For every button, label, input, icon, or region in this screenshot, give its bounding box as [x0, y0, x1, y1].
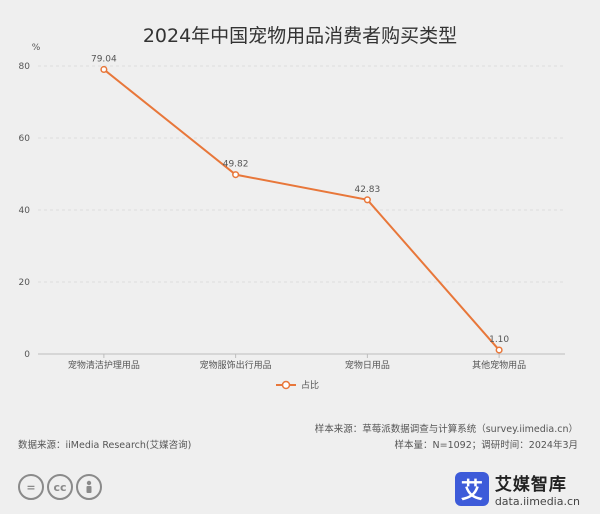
- y-tick-label: 20: [19, 278, 31, 288]
- legend-marker: [281, 380, 291, 390]
- data-label: 1.10: [489, 335, 509, 345]
- license-icons: = cc: [18, 474, 102, 500]
- y-tick-label: 60: [19, 134, 31, 144]
- equals-icon: =: [18, 474, 44, 500]
- brand-logo: 艾 艾媒智库 data.iimedia.cn: [454, 470, 580, 508]
- person-icon: [76, 474, 102, 500]
- y-tick-label: 0: [24, 350, 30, 360]
- brand-mark: 艾: [454, 472, 489, 506]
- data-label: 79.04: [91, 54, 117, 64]
- sample-source: 样本来源：草莓派数据调查与计算系统（survey.iimedia.cn）: [314, 424, 578, 435]
- x-tick-label: 宠物日用品: [345, 359, 390, 371]
- data-point: [232, 171, 240, 179]
- data-source: 数据来源：iiMedia Research(艾媒咨询): [18, 440, 192, 451]
- data-label: 49.82: [223, 160, 249, 170]
- x-tick-label: 宠物服饰出行用品: [200, 359, 272, 371]
- chart-title: 2024年中国宠物用品消费者购买类型: [143, 25, 457, 47]
- y-axis-unit: %: [32, 43, 41, 53]
- y-tick-label: 40: [19, 206, 31, 216]
- data-point: [100, 65, 108, 74]
- y-tick-label: 80: [19, 62, 31, 72]
- data-point: [495, 346, 503, 354]
- x-tick-label: 其他宠物用品: [472, 359, 526, 371]
- cc-icon: cc: [47, 474, 73, 500]
- line-chart: 2024年中国宠物用品消费者购买类型 % 0 20 40 60 80 宠物清洁护理用品 宠…: [19, 25, 565, 391]
- legend-label: 占比: [301, 379, 319, 391]
- brand-name: 艾媒智库: [494, 475, 567, 495]
- brand-url: data.iimedia.cn: [494, 495, 580, 508]
- legend: 占比: [276, 379, 319, 391]
- series-line: [103, 68, 500, 351]
- data-label: 42.83: [354, 185, 380, 195]
- sample-size: 样本量：N=1092；调研时间：2024年3月: [394, 440, 578, 451]
- data-point: [363, 196, 371, 204]
- x-tick-label: 宠物清洁护理用品: [68, 359, 140, 371]
